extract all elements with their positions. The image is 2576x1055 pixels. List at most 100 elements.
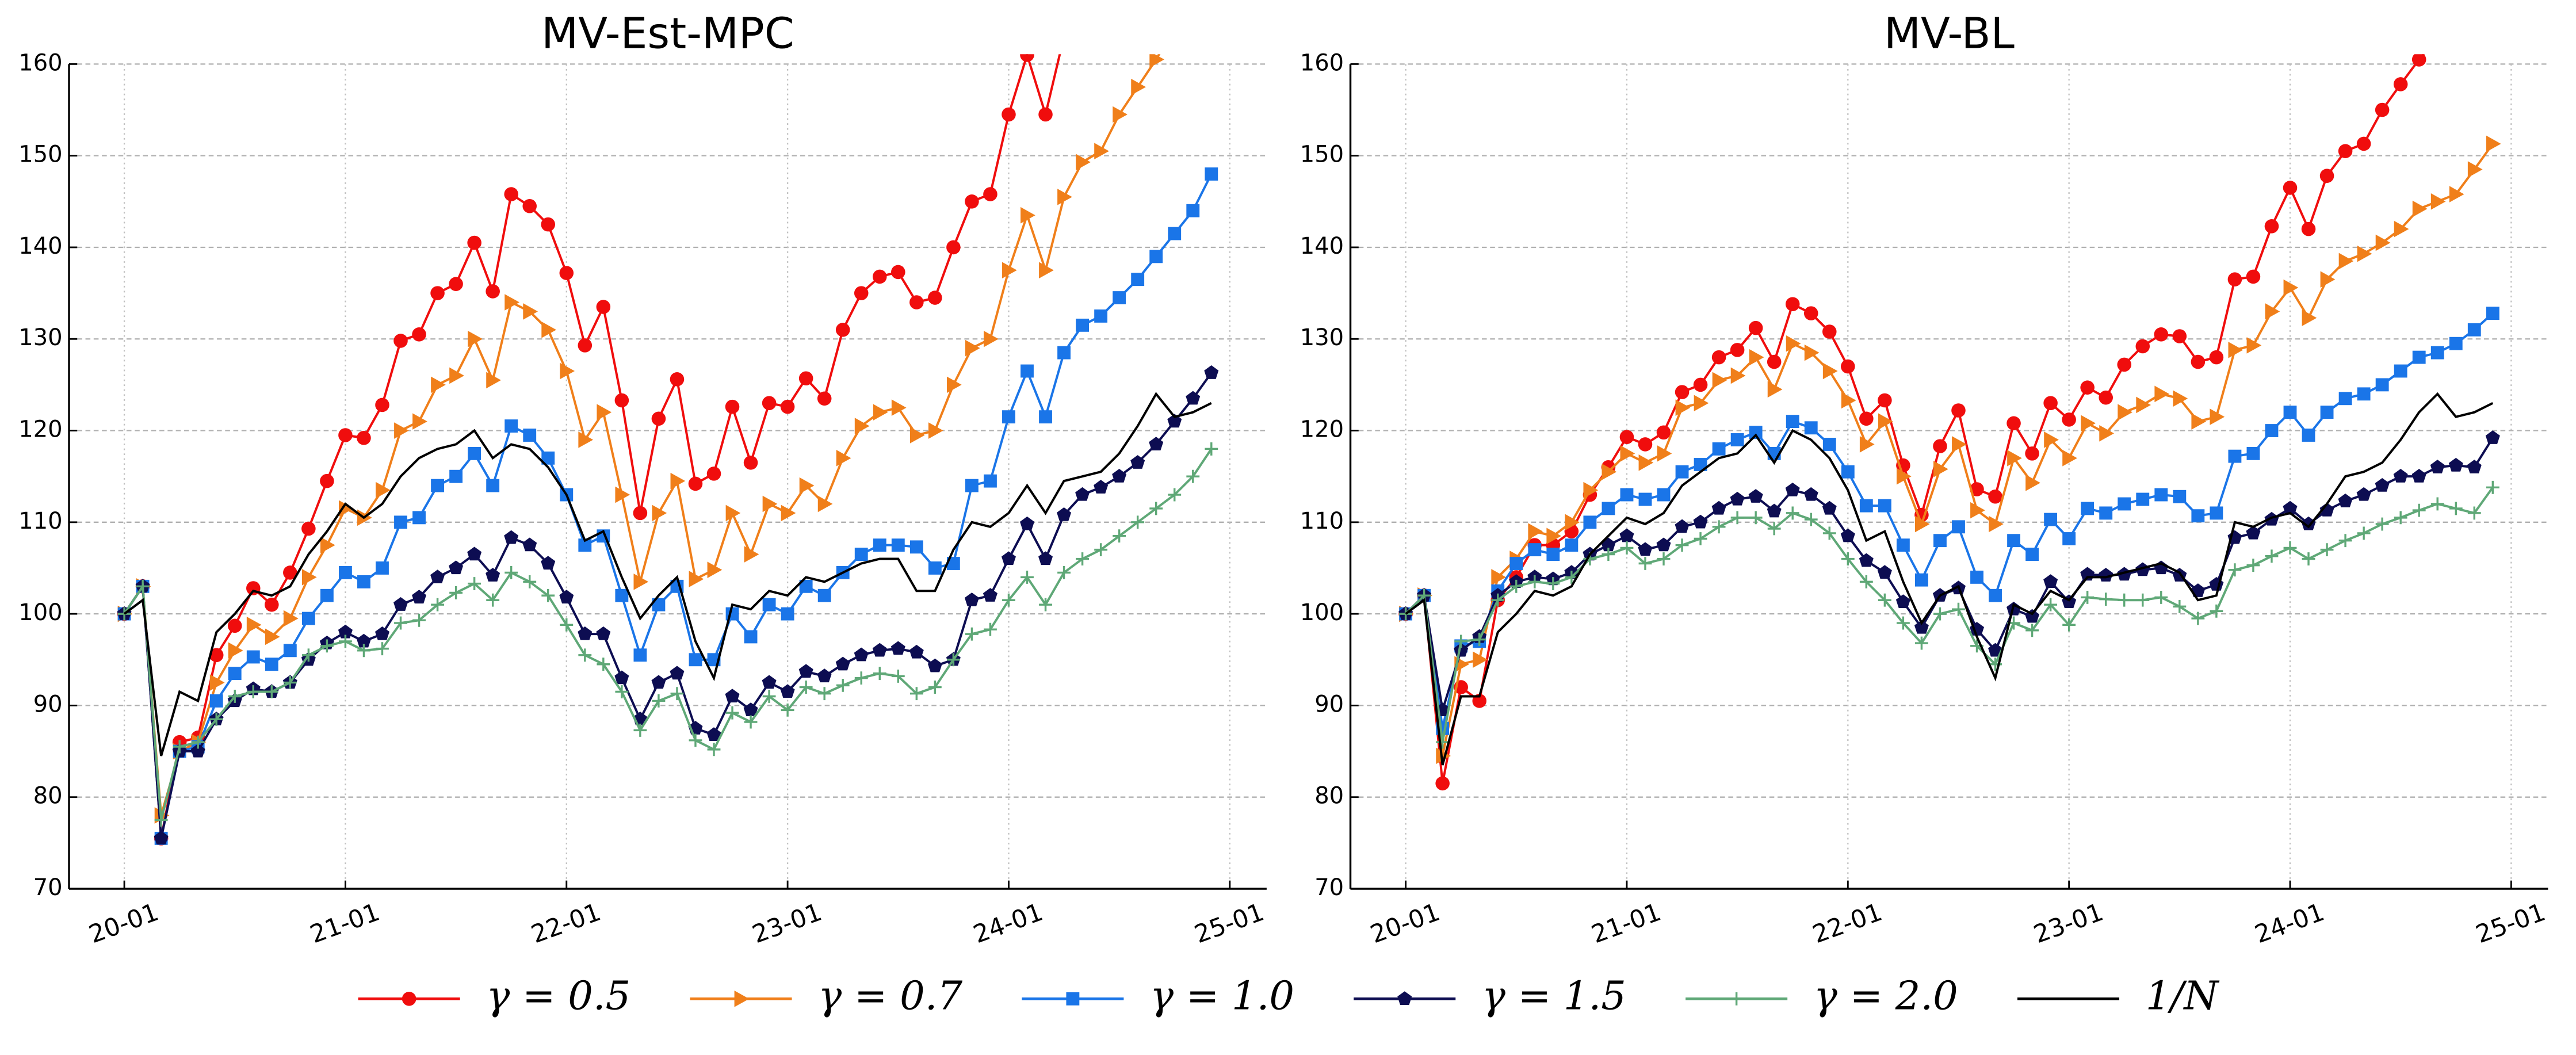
marker — [1131, 78, 1146, 95]
marker — [1131, 273, 1145, 286]
marker — [1583, 515, 1597, 529]
marker — [431, 479, 444, 492]
marker — [928, 681, 942, 694]
y-tick-label: 70 — [33, 874, 63, 901]
y-tick-label: 160 — [1300, 49, 1344, 76]
marker — [2265, 424, 2279, 437]
marker — [2430, 497, 2444, 511]
marker — [2301, 221, 2316, 236]
marker — [190, 743, 205, 758]
marker — [1656, 537, 1671, 552]
marker — [1583, 481, 1599, 499]
marker — [1859, 553, 1874, 567]
marker — [1435, 776, 1450, 791]
marker — [2338, 392, 2352, 406]
marker — [873, 404, 888, 421]
marker — [927, 658, 942, 672]
marker — [946, 557, 960, 570]
marker — [1066, 992, 1080, 1006]
marker — [523, 575, 537, 588]
marker — [2375, 234, 2391, 251]
subplot: MV-BL 70 80 90 100 110 120 130 140 150 160 20-01 21-… — [1300, 8, 2550, 949]
marker — [154, 813, 168, 827]
marker — [1186, 391, 1201, 405]
marker — [633, 574, 649, 590]
marker — [909, 427, 925, 444]
marker — [689, 653, 702, 667]
marker — [984, 474, 997, 488]
marker — [1914, 573, 1928, 587]
marker — [2210, 408, 2225, 425]
marker — [2467, 323, 2481, 337]
marker — [265, 628, 280, 645]
marker — [505, 566, 518, 579]
marker — [1822, 526, 1836, 540]
marker — [909, 540, 923, 554]
marker — [559, 590, 574, 604]
marker — [1638, 437, 1653, 452]
marker — [1473, 633, 1486, 647]
marker — [2210, 604, 2223, 618]
marker — [909, 644, 924, 659]
series-line — [123, 54, 1061, 839]
marker — [725, 399, 740, 414]
marker — [1565, 514, 1580, 531]
subplot: MV-Est-MPC 70 80 90 100 110 120 130 140 150 160 20-… — [18, 8, 1268, 950]
marker — [2302, 309, 2317, 326]
marker — [725, 706, 739, 720]
y-tick-label: 120 — [18, 416, 62, 443]
marker — [2283, 181, 2298, 195]
marker — [486, 568, 500, 582]
marker — [486, 372, 501, 389]
marker — [1730, 511, 1744, 525]
marker — [2173, 599, 2187, 613]
marker — [1436, 747, 1451, 765]
y-tick-label: 90 — [33, 691, 63, 717]
marker — [798, 371, 813, 386]
marker — [2394, 511, 2407, 525]
marker — [394, 515, 407, 529]
marker — [1730, 367, 1746, 384]
marker — [2246, 269, 2261, 284]
marker — [2283, 500, 2298, 515]
y-tick-label: 140 — [1300, 233, 1344, 259]
marker — [762, 495, 778, 513]
marker — [1656, 425, 1671, 440]
marker — [964, 593, 979, 606]
marker — [468, 577, 481, 590]
marker — [412, 413, 427, 430]
plot-area — [1398, 54, 2501, 791]
marker — [1675, 465, 1689, 479]
marker — [2173, 390, 2188, 407]
marker — [2025, 548, 2039, 561]
marker — [2007, 450, 2022, 467]
marker — [670, 472, 686, 490]
marker — [2319, 502, 2334, 517]
chart-title: MV-Est-MPC — [541, 8, 794, 58]
marker — [2449, 337, 2463, 350]
marker — [338, 624, 353, 639]
marker — [2154, 385, 2170, 403]
series-line — [1405, 143, 2494, 756]
marker — [2081, 502, 2095, 515]
marker — [854, 647, 869, 662]
marker — [1970, 570, 1983, 584]
marker — [1730, 433, 1744, 446]
marker — [2357, 526, 2371, 540]
marker — [1878, 499, 1891, 513]
marker — [1952, 602, 1965, 616]
marker — [781, 607, 794, 621]
marker — [1638, 557, 1652, 570]
series-line — [123, 448, 1213, 821]
marker — [1638, 542, 1653, 556]
marker — [1528, 523, 1543, 540]
marker — [688, 476, 703, 491]
marker — [1546, 548, 1560, 561]
x-tick-label: 23-01 — [748, 898, 825, 950]
legend: γ = 0.5 γ = 0.7 γ = 1.0 γ = 1.5 γ = 2.0 1/N — [358, 973, 2219, 1019]
marker — [836, 450, 851, 467]
y-tick-label: 100 — [18, 599, 62, 626]
marker — [1602, 463, 1617, 480]
marker — [430, 286, 445, 300]
marker — [578, 648, 592, 662]
